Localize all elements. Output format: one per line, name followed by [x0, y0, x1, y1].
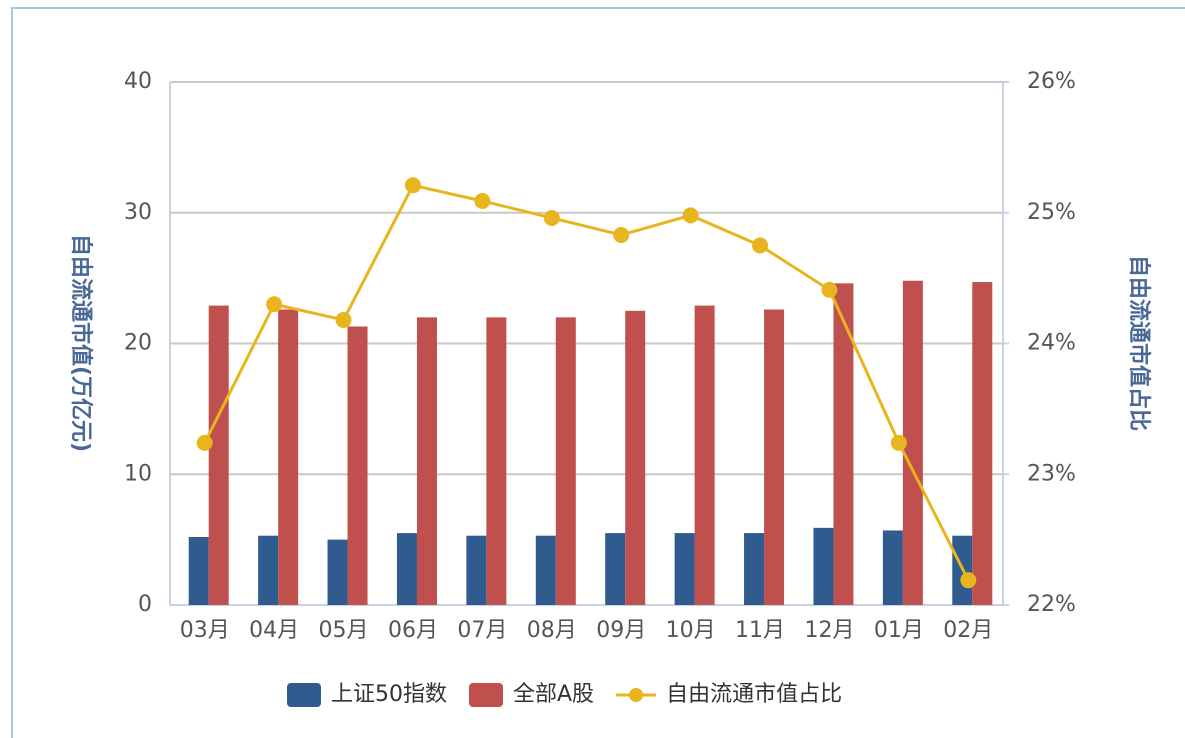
bar [674, 533, 695, 605]
x-tick-label: 09月 [596, 618, 646, 643]
bar [902, 280, 923, 605]
y-tick-label: 20 [124, 331, 152, 356]
y-axis-title: 自由流通市值(万亿元) [68, 234, 94, 452]
bar [882, 530, 903, 605]
line-point [613, 226, 630, 243]
legend-swatch [287, 683, 321, 707]
line-point [543, 209, 560, 226]
x-tick-label: 04月 [249, 618, 299, 643]
bar [744, 533, 765, 605]
x-tick-label: 01月 [874, 618, 924, 643]
y2-tick-label: 24% [1027, 331, 1076, 356]
bar [208, 305, 229, 605]
x-tick-label: 03月 [180, 618, 230, 643]
bar [466, 535, 487, 605]
bar [625, 310, 646, 605]
bar [396, 533, 417, 605]
y-tick-label: 40 [124, 69, 152, 94]
x-tick-label: 11月 [735, 618, 785, 643]
line [203, 183, 970, 581]
line-point [960, 572, 977, 589]
line-point [682, 207, 699, 224]
line-point [404, 177, 421, 194]
legend-swatch [629, 688, 644, 702]
x-tick-label: 12月 [804, 618, 854, 643]
x-tick-label: 10月 [666, 618, 716, 643]
line-point [196, 434, 213, 451]
bar [764, 309, 785, 605]
bar [833, 283, 854, 605]
line-point [821, 281, 838, 298]
bar [327, 539, 348, 605]
bar [347, 326, 368, 605]
bar [535, 535, 556, 605]
bar [416, 317, 437, 605]
legend-swatch [469, 683, 503, 707]
frame [11, 7, 1185, 738]
x-tick-label: 02月 [943, 618, 993, 643]
y2-tick-label: 23% [1027, 461, 1076, 486]
legend-label: 全部A股 [513, 682, 594, 707]
line-point [752, 237, 769, 254]
x-tick-label: 05月 [319, 618, 369, 643]
legend-label: 上证50指数 [331, 682, 447, 707]
x-tick-label: 06月 [388, 618, 438, 643]
bar [694, 305, 715, 605]
y-tick-label: 10 [124, 461, 152, 486]
bar [972, 282, 993, 605]
y2-axis-title: 自由流通市值占比 [1126, 255, 1152, 431]
line-point [890, 434, 907, 451]
line-point [266, 296, 283, 313]
y2-tick-label: 22% [1027, 592, 1076, 617]
bar [605, 533, 626, 605]
bar [258, 535, 279, 605]
x-tick-label: 08月 [527, 618, 577, 643]
y-tick-label: 0 [138, 592, 152, 617]
x-tick-label: 07月 [457, 618, 507, 643]
line-point [335, 311, 352, 328]
y-tick-label: 30 [124, 200, 152, 225]
line-point [474, 192, 491, 209]
bar [555, 317, 576, 605]
bar [486, 317, 507, 605]
legend-label: 自由流通市值占比 [666, 682, 842, 707]
y2-tick-label: 25% [1027, 200, 1076, 225]
bar [278, 309, 299, 605]
bar [813, 527, 834, 605]
bar [188, 537, 209, 605]
y2-tick-label: 26% [1027, 69, 1076, 94]
